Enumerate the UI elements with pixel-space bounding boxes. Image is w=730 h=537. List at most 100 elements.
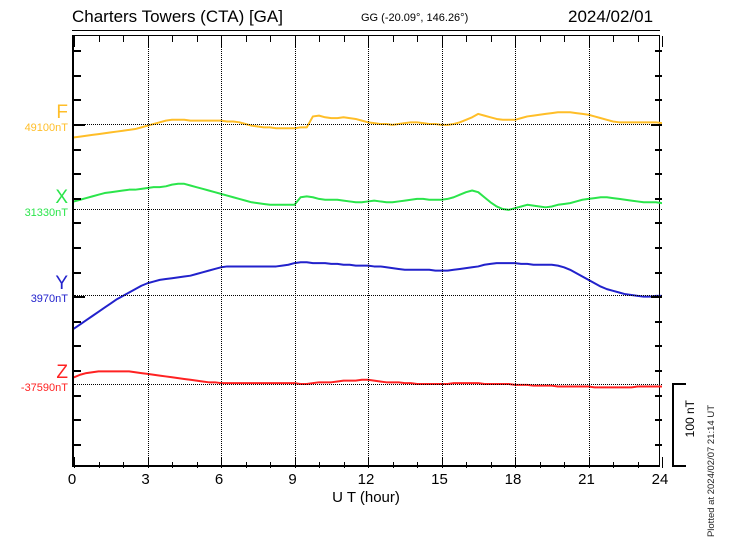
gridline-vertical-21h: [588, 36, 590, 468]
y-tick: [655, 345, 662, 348]
x-tick-8h: [270, 36, 271, 42]
x-tick-3h: [147, 36, 149, 47]
x-tick-16h: [466, 462, 467, 468]
y-tick: [651, 124, 662, 126]
y-tick: [74, 222, 81, 225]
x-tick-label-0: 0: [67, 471, 77, 488]
scale-bar: [672, 383, 686, 467]
observation-date: 2024/02/01: [568, 7, 654, 26]
x-tick-7h: [245, 462, 247, 468]
x-tick-20h: [564, 36, 565, 42]
x-tick-12h: [368, 457, 369, 468]
x-tick-17h: [490, 462, 492, 468]
x-tick-1h: [98, 462, 100, 468]
gridline-vertical-6h: [221, 36, 222, 468]
geographic-coordinates: GG (-20.09°, 146.26°): [361, 12, 469, 24]
x-tick-label-18: 18: [504, 471, 522, 488]
x-tick-5h: [196, 462, 198, 468]
plot-inner: [74, 36, 663, 468]
baseline-F: [74, 124, 662, 125]
y-tick: [74, 345, 81, 348]
x-tick-6h: [221, 36, 222, 47]
y-tick: [655, 247, 662, 249]
y-tick: [655, 370, 662, 372]
component-label-X: X 31330nT: [0, 188, 68, 220]
scale-bar-cap-bottom: [672, 465, 686, 467]
x-tick-15h: [441, 36, 443, 47]
component-symbol-Z: Z: [56, 362, 68, 383]
scale-bar-cap-top: [672, 383, 686, 385]
y-tick: [74, 443, 81, 446]
y-tick: [651, 296, 662, 299]
x-tick-2h: [123, 36, 124, 42]
plotted-at-text: Plotted at 2024/02/07 21:14 UT: [706, 405, 717, 537]
y-tick: [655, 173, 662, 176]
y-tick: [655, 197, 662, 200]
y-tick: [74, 173, 81, 176]
x-tick-0h: [74, 36, 75, 47]
x-tick-5h: [196, 36, 198, 42]
scale-bar-line: [672, 383, 674, 467]
y-tick: [74, 197, 81, 200]
component-label-Y: Y 3970nT: [0, 274, 68, 306]
y-tick: [655, 50, 662, 53]
x-tick-13h: [392, 462, 394, 468]
y-tick: [74, 99, 81, 102]
gridline-vertical-12h: [368, 36, 369, 468]
x-tick-13h: [392, 36, 394, 42]
x-tick-0h: [74, 457, 75, 468]
x-tick-22h: [613, 36, 614, 42]
x-tick-9h: [294, 457, 296, 468]
x-tick-16h: [466, 36, 467, 42]
x-tick-label-9: 9: [288, 471, 297, 488]
component-baseline-F: 49100nT: [24, 122, 68, 134]
y-tick: [74, 74, 81, 77]
x-tick-23h: [637, 462, 639, 468]
y-tick: [655, 271, 662, 274]
x-axis-title: U T (hour): [332, 489, 400, 506]
x-tick-7h: [245, 36, 247, 42]
x-tick-14h: [417, 462, 418, 468]
x-tick-10h: [319, 462, 320, 468]
x-tick-10h: [319, 36, 320, 42]
component-label-Z: Z -37590nT: [0, 363, 68, 395]
y-tick: [74, 370, 81, 372]
y-tick: [74, 124, 85, 126]
y-tick: [74, 247, 81, 249]
component-label-F: F 49100nT: [0, 103, 68, 135]
y-tick: [74, 419, 81, 422]
x-tick-1h: [98, 36, 100, 42]
component-baseline-Z: -37590nT: [20, 382, 68, 394]
component-symbol-Y: Y: [55, 273, 68, 294]
x-tick-3h: [147, 457, 149, 468]
y-tick: [655, 320, 662, 323]
x-tick-17h: [490, 36, 492, 42]
y-tick: [74, 50, 81, 53]
x-tick-18h: [515, 36, 516, 47]
magnetogram-page: Charters Towers (CTA) [GA] GG (-20.09°, …: [0, 7, 717, 537]
y-tick: [74, 271, 81, 274]
gridline-vertical-15h: [441, 36, 443, 468]
x-tick-19h: [539, 462, 541, 468]
page-title: Charters Towers (CTA) [GA]: [72, 7, 283, 26]
x-tick-21h: [588, 457, 590, 468]
gridline-vertical-3h: [147, 36, 149, 468]
x-tick-4h: [172, 36, 173, 42]
x-tick-19h: [539, 36, 541, 42]
y-tick: [655, 74, 662, 77]
component-symbol-F: F: [56, 102, 68, 123]
x-tick-label-6: 6: [214, 471, 224, 488]
y-tick: [655, 99, 662, 102]
x-tick-15h: [441, 457, 443, 468]
x-tick-23h: [637, 36, 639, 42]
x-tick-21h: [588, 36, 590, 47]
scale-bar-label: 100 nT: [683, 400, 697, 438]
x-tick-12h: [368, 36, 369, 47]
baseline-Y: [74, 295, 662, 296]
y-tick: [655, 419, 662, 422]
x-tick-6h: [221, 457, 222, 468]
x-tick-20h: [564, 462, 565, 468]
x-tick-9h: [294, 36, 296, 47]
x-tick-11h: [343, 36, 345, 42]
y-tick: [74, 148, 81, 151]
